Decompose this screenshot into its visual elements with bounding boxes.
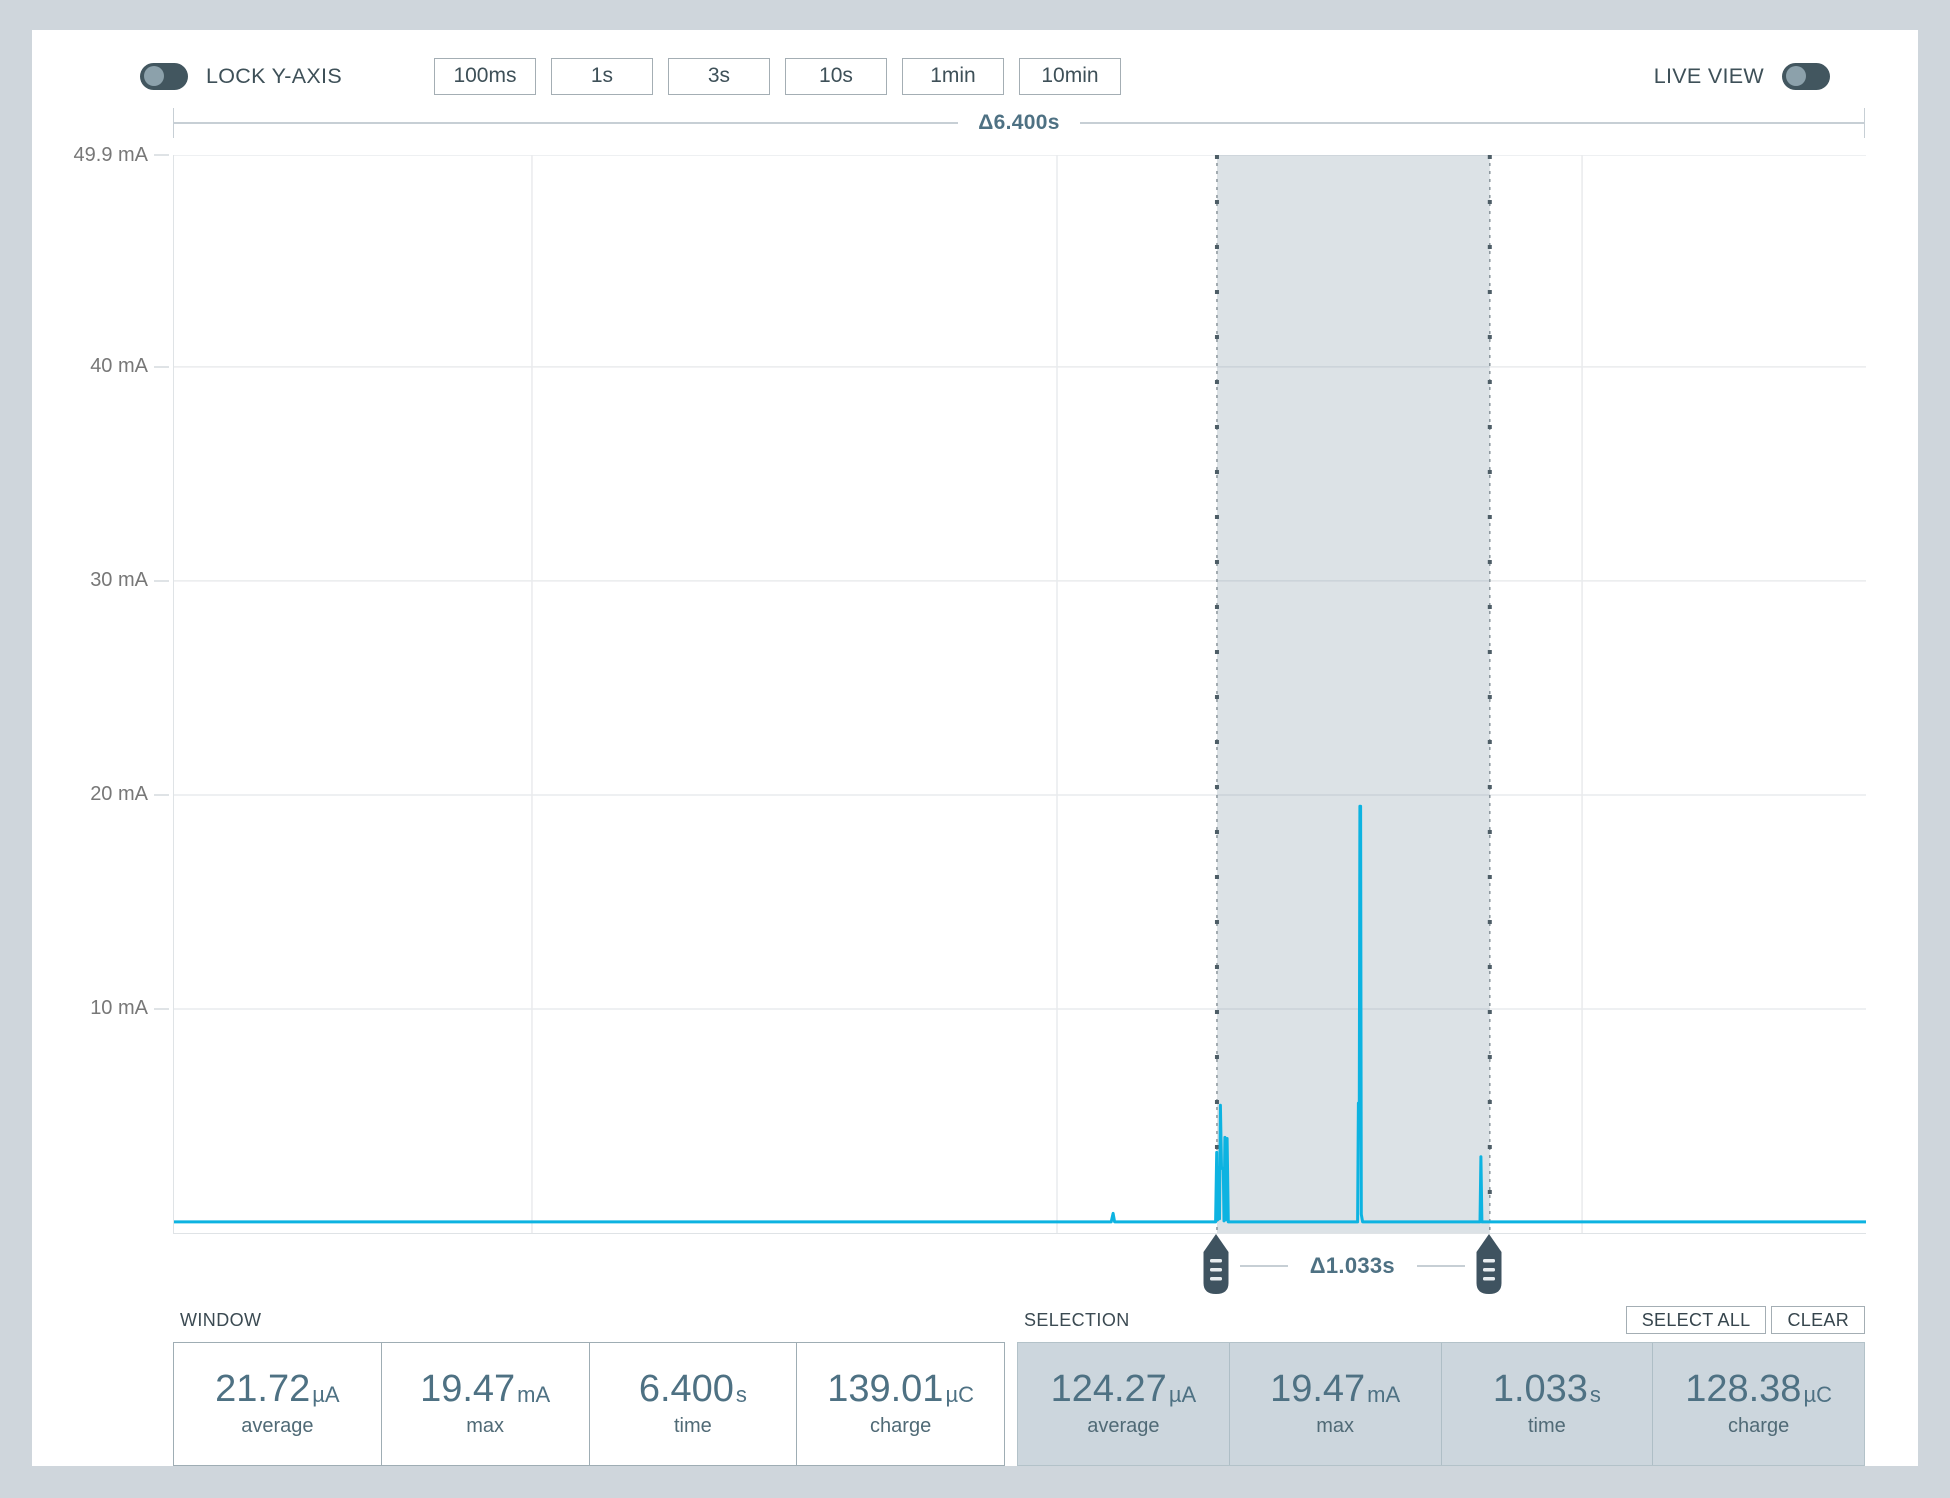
- lock-y-axis-toggle[interactable]: [140, 62, 188, 90]
- chart-section: Δ6.400s 49.9 mA 40 mA 30 mA 20 mA 10 mA: [32, 106, 1918, 1298]
- selection-time-cell: 1.033s time: [1440, 1343, 1653, 1465]
- window-button-10min[interactable]: 10min: [1018, 57, 1121, 95]
- y-axis-label: 20 mA: [32, 781, 169, 809]
- live-view-label: LIVE VIEW: [1653, 63, 1764, 88]
- stat-label: time: [1527, 1415, 1566, 1437]
- bracket-line: [1079, 122, 1864, 124]
- y-axis-label: 40 mA: [32, 353, 169, 381]
- drag-handle-icon: [1476, 1234, 1502, 1294]
- stat-label: average: [241, 1415, 314, 1437]
- lock-y-axis-toggle-group: LOCK Y-AXIS: [140, 62, 342, 90]
- stat-label: charge: [1728, 1415, 1790, 1437]
- stat-unit: mA: [517, 1382, 551, 1407]
- selection-panel-title: SELECTION: [1024, 1310, 1130, 1330]
- lock-y-axis-label: LOCK Y-AXIS: [206, 63, 342, 88]
- power-profiler-window: LOCK Y-AXIS 100ms 1s 3s 10s 1min 10min L…: [32, 30, 1918, 1466]
- window-delta-bracket: Δ6.400s: [173, 108, 1865, 138]
- toggle-knob-icon: [144, 66, 164, 86]
- stat-unit: mA: [1367, 1382, 1401, 1407]
- stat-value: 139.01µC: [827, 1368, 975, 1410]
- selection-left-handle[interactable]: [1201, 1233, 1231, 1295]
- top-toolbar: LOCK Y-AXIS 100ms 1s 3s 10s 1min 10min L…: [140, 46, 1830, 106]
- stat-label: average: [1087, 1415, 1160, 1437]
- window-button-1min[interactable]: 1min: [901, 57, 1004, 95]
- selection-action-buttons: SELECT ALL CLEAR: [1625, 1306, 1865, 1334]
- live-view-toggle[interactable]: [1782, 62, 1830, 90]
- stat-value: 19.47mA: [420, 1368, 551, 1410]
- clear-button[interactable]: CLEAR: [1771, 1306, 1865, 1334]
- selection-stats-panel: 124.27µA average 19.47mA max 1.033s time…: [1017, 1342, 1865, 1466]
- live-view-toggle-group: LIVE VIEW: [1653, 62, 1830, 90]
- stat-value: 6.400s: [638, 1368, 747, 1410]
- window-stats-panel: 21.72µA average 19.47mA max 6.400s time …: [173, 1342, 1005, 1466]
- window-button-1s[interactable]: 1s: [550, 57, 653, 95]
- selection-max-cell: 19.47mA max: [1228, 1343, 1441, 1465]
- stat-label: max: [466, 1415, 505, 1437]
- bracket-line: [174, 122, 959, 124]
- window-max-cell: 19.47mA max: [380, 1343, 589, 1465]
- selection-right-handle[interactable]: [1474, 1233, 1504, 1295]
- selection-delta-line: [1239, 1265, 1288, 1267]
- current-plot-area[interactable]: [173, 155, 1866, 1234]
- window-panel-title: WINDOW: [180, 1310, 262, 1330]
- stat-unit: µA: [1168, 1382, 1197, 1407]
- stat-label: max: [1316, 1415, 1355, 1437]
- window-delta-label: Δ6.400s: [978, 111, 1060, 134]
- stat-unit: µC: [945, 1382, 975, 1407]
- selection-average-cell: 124.27µA average: [1018, 1343, 1229, 1465]
- current-chart-svg[interactable]: [174, 155, 1866, 1233]
- stat-label: time: [673, 1415, 712, 1437]
- stat-value: 1.033s: [1492, 1368, 1601, 1410]
- toggle-knob-icon: [1786, 66, 1806, 86]
- stat-unit: s: [735, 1382, 747, 1407]
- stat-label: charge: [870, 1415, 932, 1437]
- window-button-100ms[interactable]: 100ms: [433, 57, 536, 95]
- stat-value: 19.47mA: [1270, 1368, 1401, 1410]
- y-axis-label: 10 mA: [32, 995, 169, 1023]
- time-window-buttons: 100ms 1s 3s 10s 1min 10min: [433, 57, 1121, 95]
- stat-value: 21.72µA: [215, 1368, 340, 1410]
- y-axis-label: 49.9 mA: [32, 141, 169, 169]
- window-average-cell: 21.72µA average: [174, 1343, 381, 1465]
- window-time-cell: 6.400s time: [588, 1343, 797, 1465]
- stat-unit: µC: [1803, 1382, 1833, 1407]
- selection-charge-cell: 128.38µC charge: [1652, 1343, 1864, 1465]
- window-button-10s[interactable]: 10s: [784, 57, 887, 95]
- window-button-3s[interactable]: 3s: [667, 57, 770, 95]
- stats-section: WINDOW SELECTION SELECT ALL CLEAR 21.72µ…: [32, 1306, 1918, 1478]
- selection-delta-label: Δ1.033s: [1309, 1253, 1395, 1278]
- drag-handle-icon: [1203, 1234, 1229, 1294]
- y-axis-label: 30 mA: [32, 567, 169, 595]
- stat-unit: µA: [312, 1382, 340, 1407]
- selection-delta-line: [1416, 1265, 1465, 1267]
- selection-delta-row: Δ1.033s: [1239, 1253, 1465, 1279]
- select-all-button[interactable]: SELECT ALL: [1625, 1306, 1767, 1334]
- stat-unit: s: [1589, 1382, 1601, 1407]
- window-charge-cell: 139.01µC charge: [796, 1343, 1004, 1465]
- stat-value: 128.38µC: [1685, 1368, 1833, 1410]
- stat-value: 124.27µA: [1050, 1368, 1197, 1410]
